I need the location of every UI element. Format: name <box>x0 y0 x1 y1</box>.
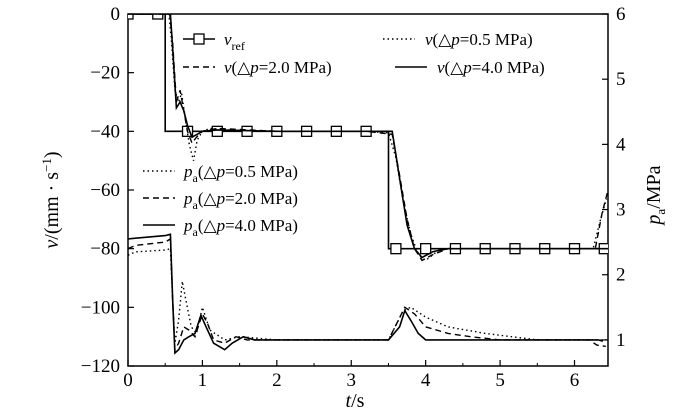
y-right-tick-label: 2 <box>616 265 626 286</box>
legend-label: v(△p=0.5 MPa) <box>425 30 533 49</box>
legend-label: v(△p=4.0 MPa) <box>437 58 545 77</box>
legend-marker <box>193 33 205 45</box>
marker-v_ref <box>390 243 402 255</box>
x-tick-label: 1 <box>198 370 208 391</box>
legend-label: pa(△p=2.0 MPa) <box>183 189 298 212</box>
x-tick-label: 0 <box>123 370 133 391</box>
series-line-pa_0.5 <box>128 247 608 344</box>
y-right-tick-label: 1 <box>616 330 626 351</box>
y-left-tick-label: −80 <box>90 239 120 260</box>
legend-label: vref <box>224 30 245 53</box>
legend-entry: pa(△p=2.0 MPa) <box>143 189 298 212</box>
y-right-tick-label: 5 <box>616 69 626 90</box>
x-tick-label: 4 <box>421 370 431 391</box>
x-tick-label: 2 <box>272 370 282 391</box>
y-left-tick-label: −120 <box>81 356 120 377</box>
axis-ticks <box>127 13 608 367</box>
y-left-tick-label: −60 <box>90 180 120 201</box>
legend-label: pa(△p=0.5 MPa) <box>183 162 298 185</box>
legend-top: vref v(△p=0.5 MPa) v(△p=2.0 MPa) v(△p=4.0 M… <box>183 30 545 77</box>
x-tick-label: 5 <box>495 370 505 391</box>
y-left-tick-label: −40 <box>90 121 120 142</box>
y-right-tick-label: 6 <box>616 4 626 25</box>
tick-labels: 0 1 2 3 4 5 6 0 −20 −40 −60 −80 −100 −120 6 5 4 3 2 1 <box>81 4 626 391</box>
legend-label: pa(△p=4.0 MPa) <box>183 216 298 239</box>
legend-entry: v(△p=0.5 MPa) <box>383 30 533 49</box>
y-right-tick-label: 3 <box>616 200 626 221</box>
legend-entry: pa(△p=0.5 MPa) <box>143 162 298 185</box>
x-axis-label: t/s <box>346 390 365 412</box>
y-right-tick-label: 4 <box>616 134 626 155</box>
legend-entry: vref <box>183 30 245 53</box>
series-line-v_4.0 <box>128 14 608 259</box>
y-left-tick-label: −20 <box>90 63 120 84</box>
x-tick-label: 3 <box>347 370 357 391</box>
y-left-tick-label: −100 <box>81 297 120 318</box>
marker-v_ref <box>211 125 223 137</box>
legend-entry: v(△p=4.0 MPa) <box>395 58 545 77</box>
series-line-pa_2.0 <box>128 237 606 353</box>
svg-text:v/(mm · s−1): v/(mm · s−1) <box>39 151 63 248</box>
x-tick-label: 6 <box>570 370 580 391</box>
marker-v_ref <box>128 14 134 20</box>
legend-label: v(△p=2.0 MPa) <box>224 58 332 77</box>
marker-v_ref <box>152 14 164 20</box>
legend-entry: v(△p=2.0 MPa) <box>183 58 332 77</box>
svg-text:pa/MPa: pa/MPa <box>643 165 668 226</box>
marker-v_ref <box>420 243 432 255</box>
y-left-tick-label: 0 <box>111 4 121 25</box>
legend-entry: pa(△p=4.0 MPa) <box>143 216 298 239</box>
legend-bottom: pa(△p=0.5 MPa) pa(△p=2.0 MPa) pa(△p=4.0 MP… <box>143 162 298 239</box>
y-right-axis-label: pa/MPa <box>643 165 668 226</box>
y-left-axis-label: v/(mm · s−1) <box>39 151 63 248</box>
series-layer <box>128 14 608 355</box>
series-line-pa_4.0 <box>128 233 604 355</box>
